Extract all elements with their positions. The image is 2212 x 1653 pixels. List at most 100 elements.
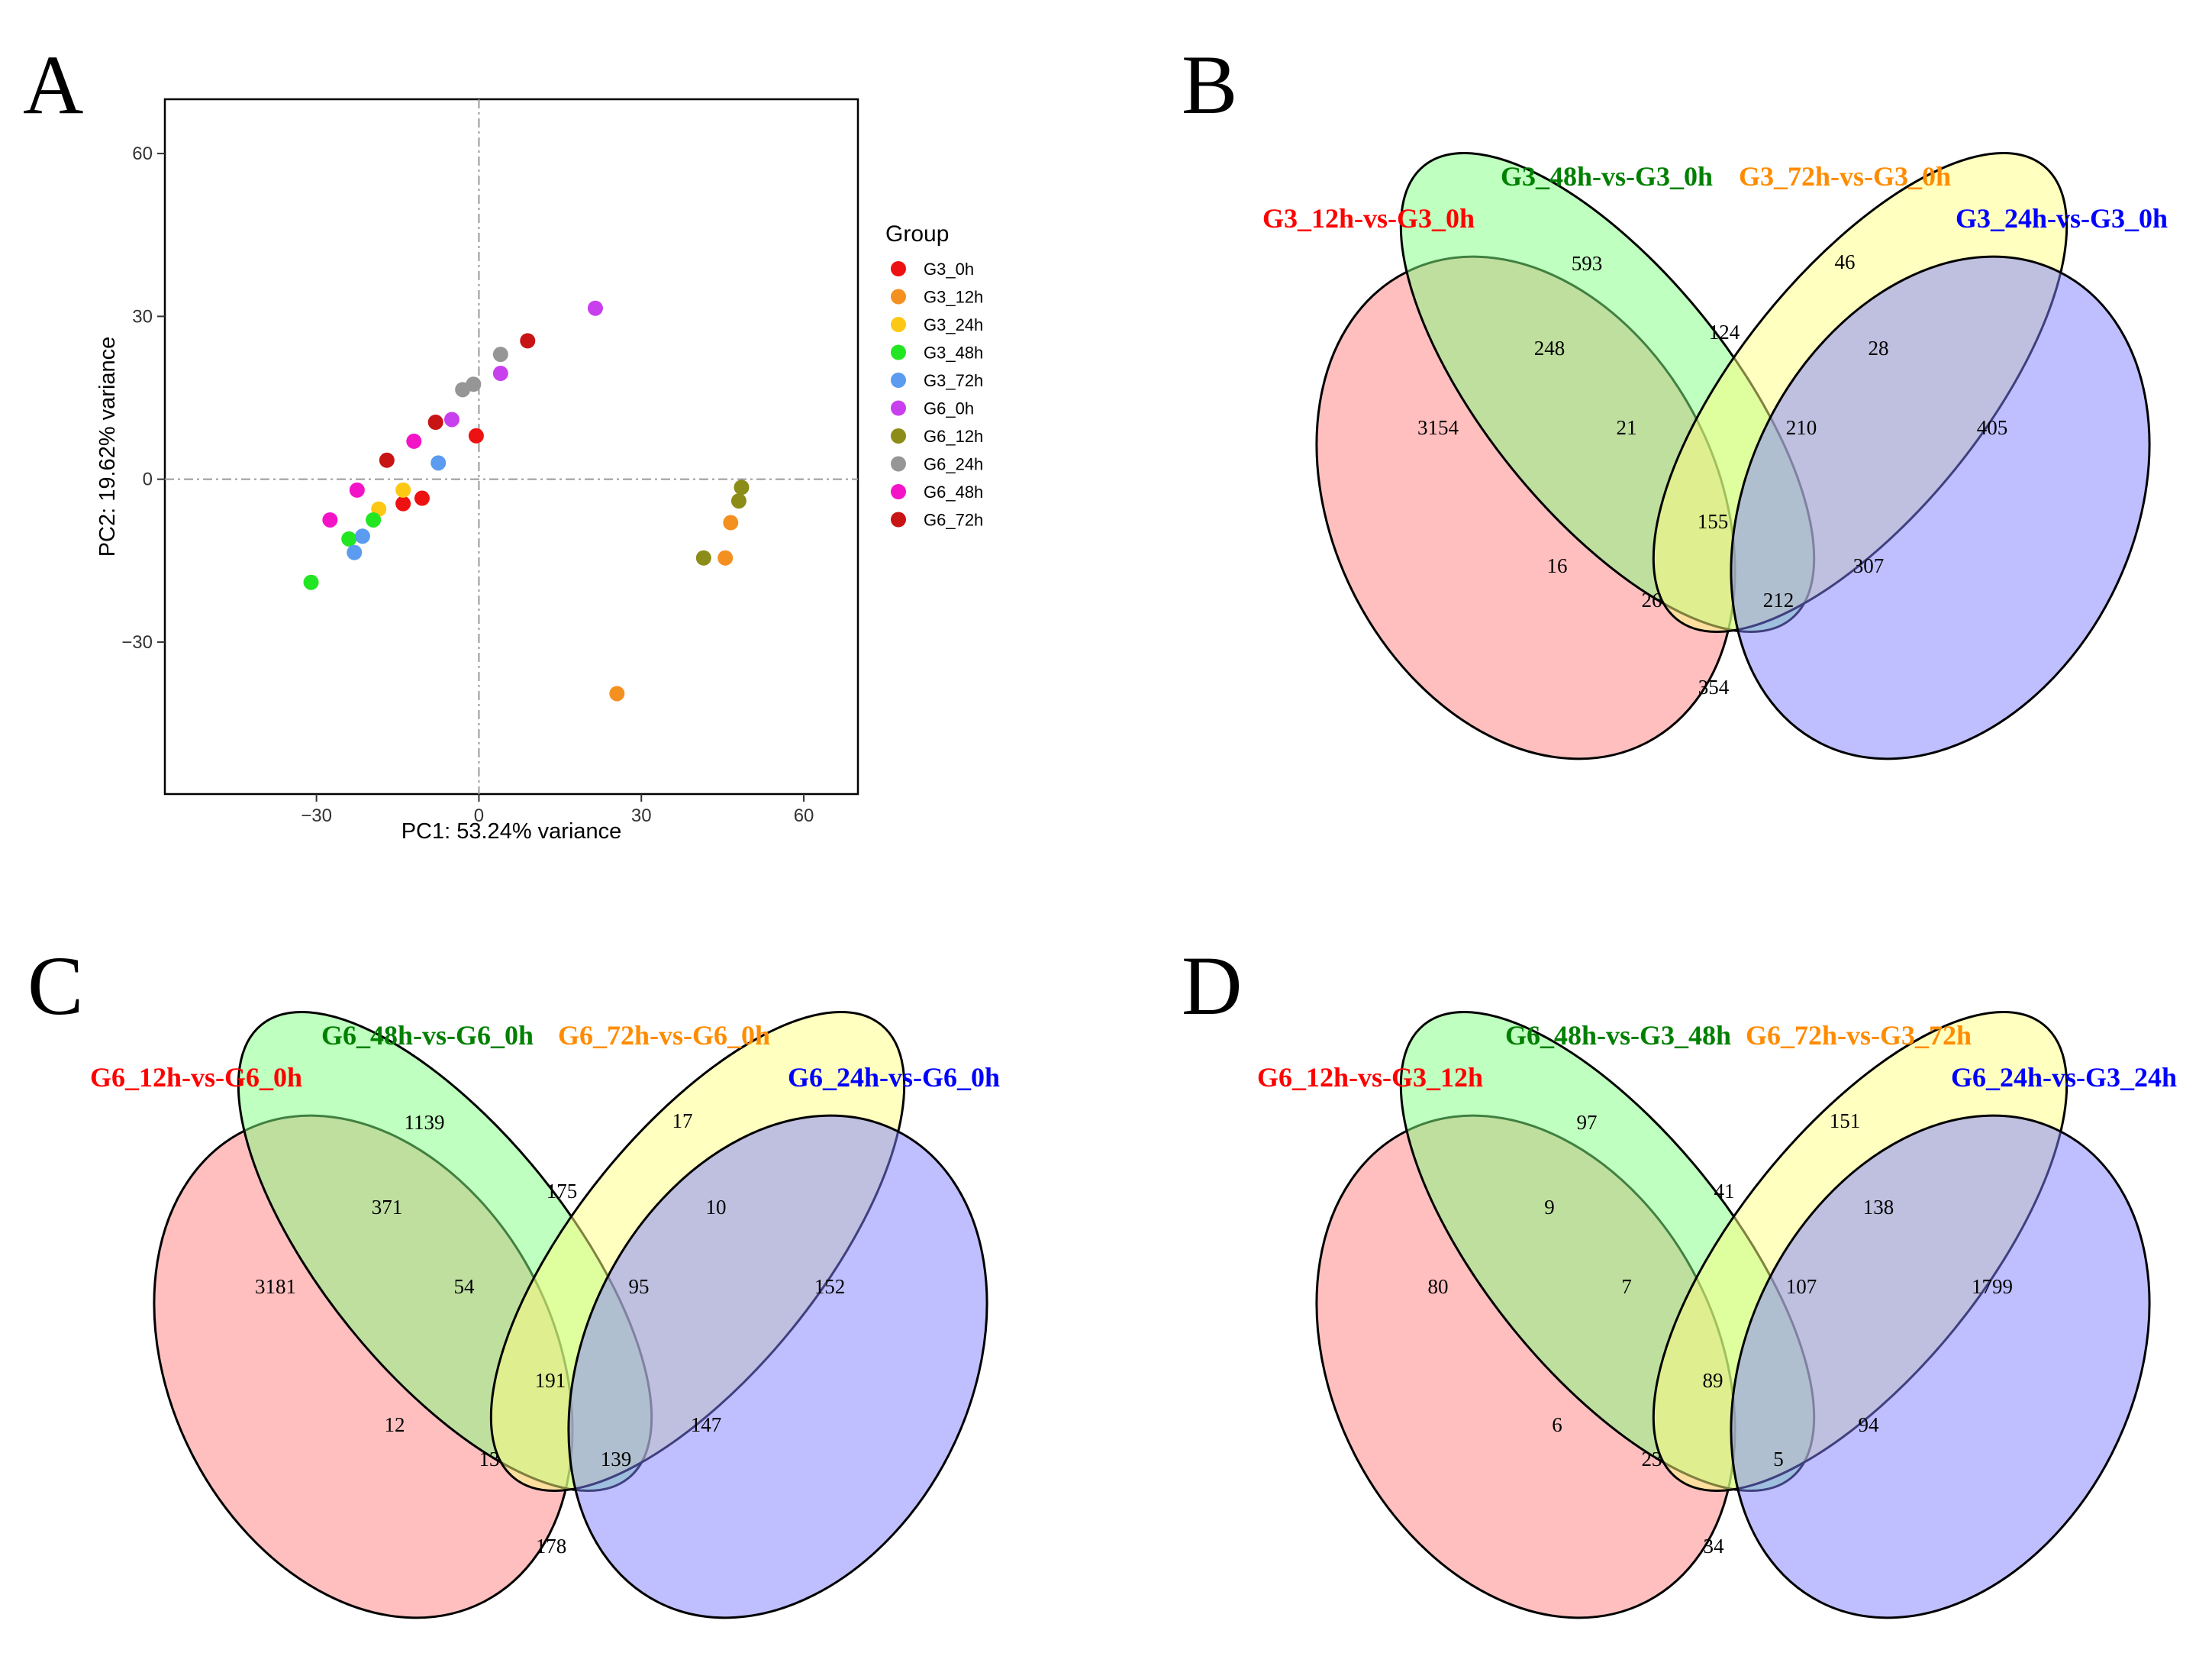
- point-G6_72h: [379, 452, 395, 468]
- venn-count-CD: 10: [706, 1196, 727, 1219]
- venn-count-B: 1139: [405, 1111, 445, 1134]
- legend-marker: [891, 512, 906, 528]
- legend-marker: [891, 373, 906, 388]
- venn-count-ABCD: 191: [535, 1369, 566, 1392]
- venn-count-A: 3181: [255, 1275, 296, 1298]
- point-G3_48h: [366, 512, 382, 528]
- y-axis-title: PC2: 19.62% variance: [95, 337, 120, 557]
- venn-diagram-b: G3_12h-vs-G3_0h G3_48h-vs-G3_0h G3_72h-vs-…: [1262, 152, 2168, 760]
- x-tick-label: 30: [631, 806, 652, 826]
- point-G6_24h: [455, 382, 471, 398]
- venn-count-BCD: 107: [1786, 1275, 1817, 1298]
- legend-marker: [891, 400, 906, 416]
- point-G3_12h: [723, 515, 739, 531]
- panel-label-a: A: [23, 38, 83, 131]
- venn-count-ABD: 212: [1763, 589, 1794, 612]
- point-G3_72h: [430, 455, 447, 471]
- venn-count-AB: 371: [372, 1196, 403, 1219]
- point-G3_0h: [395, 496, 411, 512]
- venn-count-C: 151: [1830, 1109, 1861, 1132]
- venn-count-C: 17: [672, 1109, 693, 1132]
- legend-marker: [891, 289, 906, 305]
- legend-label: G6_12h: [924, 427, 983, 446]
- venn-set-label: G3_48h-vs-G3_0h: [1501, 161, 1713, 192]
- point-G6_48h: [349, 482, 365, 498]
- panel-label-c: C: [27, 939, 83, 1032]
- venn-set-4: [1730, 255, 2151, 760]
- point-G3_72h: [347, 544, 363, 560]
- legend-marker: [891, 428, 906, 444]
- point-G6_24h: [492, 347, 508, 363]
- venn-count-ABCD: 89: [1703, 1369, 1723, 1392]
- legend-label: G6_72h: [924, 511, 983, 530]
- venn-count-CD: 138: [1863, 1196, 1894, 1219]
- legend-marker: [891, 484, 906, 499]
- venn-count-ABD: 5: [1773, 1448, 1784, 1471]
- venn-count-ACD: 13: [479, 1448, 500, 1471]
- venn-set-label: G6_12h-vs-G6_0h: [90, 1062, 302, 1093]
- point-G6_12h: [730, 493, 746, 509]
- venn-count-AD: 178: [536, 1535, 567, 1558]
- venn-count-CD: 28: [1869, 337, 1889, 360]
- point-G3_24h: [395, 482, 411, 498]
- point-G6_48h: [406, 433, 422, 449]
- x-tick-label: 60: [794, 806, 814, 826]
- venn-set-label: G6_24h-vs-G6_0h: [788, 1062, 1000, 1093]
- venn-count-AC: 16: [1547, 554, 1568, 577]
- pca-scatter-plot: −30 0 30 60 −30 0 30 60 PC1: 53.24% variance PC…: [95, 98, 983, 844]
- venn-count-B: 97: [1577, 1111, 1598, 1134]
- venn-set-4: [567, 1114, 988, 1619]
- venn-count-ABD: 139: [601, 1448, 632, 1471]
- x-tick-label: 0: [474, 806, 484, 826]
- venn-count-D: 152: [814, 1275, 846, 1298]
- venn-count-BCD: 95: [629, 1275, 650, 1298]
- venn-count-D: 1799: [1972, 1275, 2013, 1298]
- venn-count-AB: 9: [1544, 1196, 1555, 1219]
- venn-count-ABC: 21: [1617, 416, 1637, 439]
- legend-marker: [891, 317, 906, 332]
- venn-count-ACD: 23: [1642, 1448, 1662, 1471]
- venn-set-label: G6_72h-vs-G3_72h: [1746, 1020, 1972, 1051]
- venn-count-BC: 175: [547, 1180, 578, 1203]
- point-G3_12h: [717, 550, 734, 566]
- legend-marker: [891, 261, 906, 276]
- venn-count-BD: 147: [691, 1413, 722, 1436]
- venn-count-AD: 354: [1698, 676, 1730, 699]
- venn-count-D: 405: [1977, 416, 2008, 439]
- venn-count-AD: 34: [1704, 1535, 1725, 1558]
- venn-count-AB: 248: [1534, 337, 1565, 360]
- venn-count-ABC: 7: [1621, 1275, 1632, 1298]
- venn-set-label: G6_24h-vs-G3_24h: [1951, 1062, 2177, 1093]
- point-G6_0h: [492, 366, 508, 382]
- venn-count-AC: 12: [385, 1413, 405, 1436]
- point-G6_0h: [587, 300, 603, 316]
- legend-label: G6_0h: [924, 399, 974, 418]
- scatter-points: [303, 300, 750, 702]
- point-G3_0h: [414, 490, 430, 506]
- venn-set-label: G6_48h-vs-G3_48h: [1505, 1020, 1731, 1051]
- point-G6_0h: [443, 412, 459, 428]
- point-G3_72h: [354, 528, 370, 544]
- x-axis-title: PC1: 53.24% variance: [401, 819, 622, 844]
- venn-set-label: G6_72h-vs-G6_0h: [558, 1020, 770, 1051]
- legend-label: G6_24h: [924, 455, 983, 474]
- venn-set-label: G6_12h-vs-G3_12h: [1257, 1062, 1483, 1093]
- venn-count-BD: 94: [1859, 1413, 1880, 1436]
- venn-count-BC: 41: [1714, 1180, 1735, 1203]
- y-tick-label: 60: [132, 144, 153, 164]
- legend-marker: [891, 456, 906, 472]
- venn-count-BD: 307: [1853, 554, 1885, 577]
- venn-count-A: 80: [1428, 1275, 1449, 1298]
- venn-set-label: G6_48h-vs-G6_0h: [321, 1020, 534, 1051]
- legend-label: G3_48h: [924, 344, 983, 363]
- point-G6_12h: [695, 550, 711, 566]
- axis-ticks: −30 0 30 60 −30 0 30 60: [121, 144, 814, 826]
- point-G6_12h: [734, 479, 750, 496]
- legend-title: Group: [885, 221, 949, 247]
- legend: Group G3_0h G3_12h G3_24h G3_48h G3_72h G6_0h…: [885, 221, 983, 530]
- venn-count-BCD: 210: [1786, 416, 1817, 439]
- point-G6_72h: [427, 415, 443, 431]
- x-tick-label: −30: [301, 806, 332, 826]
- y-tick-label: 30: [132, 306, 153, 327]
